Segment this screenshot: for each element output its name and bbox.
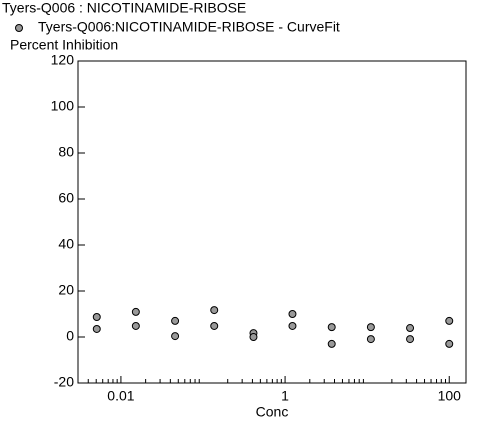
y-tick-label: 80	[58, 144, 74, 160]
data-point	[366, 335, 375, 344]
data-point	[249, 333, 258, 341]
y-tick-label: 120	[51, 52, 75, 68]
y-tick-label: 20	[58, 282, 74, 298]
data-point	[445, 339, 454, 348]
data-point	[445, 316, 454, 325]
data-point	[366, 323, 375, 332]
data-point	[210, 321, 219, 330]
y-tick-label: 40	[58, 236, 74, 252]
data-point	[131, 307, 140, 316]
x-axis-label: Conc	[256, 404, 289, 420]
x-tick-label: 0.01	[107, 388, 134, 404]
legend-label: Tyers-Q006:NICOTINAMIDE-RIBOSE - CurveFi…	[38, 19, 340, 35]
data-point	[92, 324, 101, 333]
data-point	[288, 310, 297, 318]
data-point	[288, 321, 297, 330]
data-point	[406, 335, 415, 344]
x-tick-label: 100	[438, 388, 462, 404]
legend-marker	[15, 24, 23, 32]
data-point	[171, 332, 180, 341]
data-point	[92, 312, 101, 321]
data-point	[327, 339, 336, 348]
y-tick-label: -20	[54, 374, 74, 390]
data-point	[327, 323, 336, 332]
data-point	[210, 306, 219, 315]
y-tick-label: 100	[51, 98, 75, 114]
plot-frame	[77, 60, 467, 384]
x-tick-label: 1	[281, 388, 289, 404]
y-tick-label: 60	[58, 190, 74, 206]
chart-title: Tyers-Q006 : NICOTINAMIDE-RIBOSE	[2, 0, 246, 16]
data-point	[406, 324, 415, 333]
data-point	[131, 321, 140, 330]
y-tick-label: 0	[66, 328, 74, 344]
y-axis-label: Percent Inhibition	[10, 37, 118, 53]
data-point	[171, 316, 180, 325]
